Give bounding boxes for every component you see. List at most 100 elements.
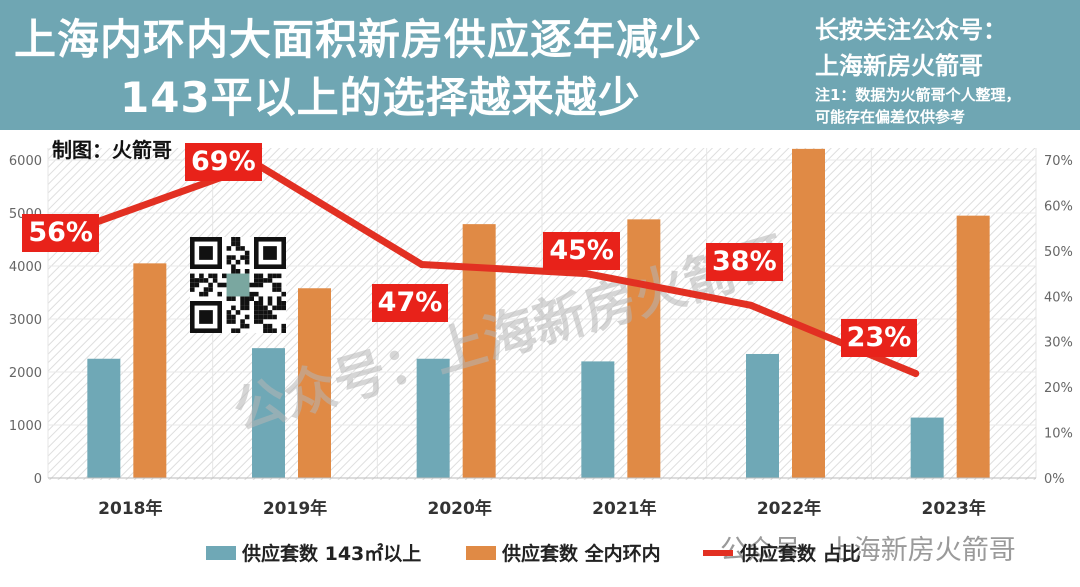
qr-module <box>263 278 268 283</box>
qr-module <box>272 273 277 279</box>
qr-module <box>249 291 254 297</box>
bar-total-units <box>298 288 331 478</box>
qr-finder-core <box>263 246 277 260</box>
x-axis-tick-label: 2021年 <box>592 498 656 519</box>
qr-module <box>258 310 264 315</box>
qr-module <box>254 278 259 283</box>
ratio-data-label: 38% <box>706 243 783 282</box>
qr-module <box>199 273 204 279</box>
qr-module <box>258 278 264 283</box>
qr-module <box>222 273 227 279</box>
qr-module <box>281 301 286 306</box>
qr-module <box>226 314 232 320</box>
qr-module <box>267 278 273 283</box>
account-name: 上海新房火箭哥 <box>815 52 983 80</box>
legend-swatch-ratio <box>703 550 733 556</box>
legend-large: 供应套数 143㎡以上 <box>242 543 422 565</box>
note-line-2: 可能存在偏差仅供参考 <box>815 108 966 126</box>
qr-module <box>231 305 236 311</box>
qr-module <box>272 282 277 288</box>
qr-module <box>254 310 259 315</box>
qr-module <box>276 273 282 279</box>
bar-total-units <box>792 148 825 478</box>
qr-module <box>194 282 200 288</box>
qr-module <box>267 273 273 279</box>
left-axis-tick-label: 1000 <box>9 419 42 434</box>
legend-swatch-large <box>206 546 236 560</box>
left-axis-tick-label: 0 <box>34 472 42 487</box>
ratio-point <box>582 270 590 278</box>
qr-module <box>231 241 236 247</box>
qr-module <box>190 273 195 279</box>
qr-module <box>244 259 250 265</box>
qr-module <box>235 328 241 333</box>
legend-swatch-total <box>466 546 496 560</box>
right-axis-tick-label: 0% <box>1044 472 1065 487</box>
qr-module <box>231 319 236 324</box>
qr-module <box>235 310 241 315</box>
right-axis-tick-label: 40% <box>1044 290 1073 305</box>
bar-large-units <box>581 361 615 478</box>
qr-module <box>267 314 273 320</box>
qr-module <box>203 287 209 292</box>
qr-module <box>235 246 241 251</box>
qr-module <box>240 319 245 324</box>
qr-module <box>281 291 286 297</box>
qr-module <box>258 282 264 288</box>
bar-total-units <box>956 215 990 478</box>
title-line-1: 上海内环内大面积新房供应逐年减少 <box>14 15 703 64</box>
bar-large-units <box>87 358 121 478</box>
qr-module <box>231 255 236 260</box>
x-axis-tick-label: 2018年 <box>98 498 162 519</box>
right-axis-tick-label: 10% <box>1044 427 1073 442</box>
qr-module <box>244 269 250 274</box>
qr-module <box>258 319 264 324</box>
qr-module <box>263 305 268 311</box>
chart-credit: 制图：火箭哥 <box>52 138 172 162</box>
follow-prompt: 长按关注公众号： <box>815 16 1007 44</box>
footer-watermark: 公众号 · 上海新房火箭哥 <box>720 535 1016 566</box>
x-axis-tick-label: 2019年 <box>263 498 327 519</box>
qr-module <box>217 282 222 288</box>
qr-module <box>267 328 273 333</box>
right-axis-tick-label: 20% <box>1044 381 1073 396</box>
qr-module <box>267 296 273 301</box>
qr-module <box>244 255 250 260</box>
bar-total-units <box>627 219 661 479</box>
qr-module <box>263 328 268 333</box>
qr-module <box>231 264 236 269</box>
qr-module <box>235 241 241 247</box>
qr-code <box>190 237 286 333</box>
right-axis-tick-label: 60% <box>1044 199 1073 214</box>
qr-code-icon <box>190 237 286 333</box>
qr-module <box>240 301 245 306</box>
qr-module <box>244 250 250 256</box>
right-axis-tick-label: 50% <box>1044 245 1073 260</box>
right-axis-tick-label: 70% <box>1044 154 1073 169</box>
qr-module <box>235 269 241 274</box>
qr-module <box>249 282 254 288</box>
qr-module <box>276 301 282 306</box>
qr-module <box>208 282 213 288</box>
left-axis-tick-label: 3000 <box>9 313 42 328</box>
right-axis-tick-label: 30% <box>1044 336 1073 351</box>
qr-module <box>235 259 241 265</box>
qr-module <box>240 323 245 329</box>
qr-module <box>263 314 268 320</box>
ratio-data-label: 69% <box>185 142 262 181</box>
x-axis-tick-label: 2020年 <box>428 498 492 519</box>
bar-large-units <box>252 348 285 478</box>
qr-module <box>254 301 259 306</box>
qr-module <box>258 301 264 306</box>
qr-module <box>231 296 236 301</box>
ratio-data-label: 47% <box>371 284 449 323</box>
bars-group <box>87 148 990 479</box>
qr-module <box>199 278 204 283</box>
qr-module <box>276 296 282 301</box>
qr-module <box>226 255 232 260</box>
qr-module <box>208 273 213 279</box>
left-axis-tick-label: 6000 <box>9 154 42 169</box>
qr-module <box>194 278 200 283</box>
bar-large-units <box>746 353 779 478</box>
qr-module <box>240 246 245 251</box>
